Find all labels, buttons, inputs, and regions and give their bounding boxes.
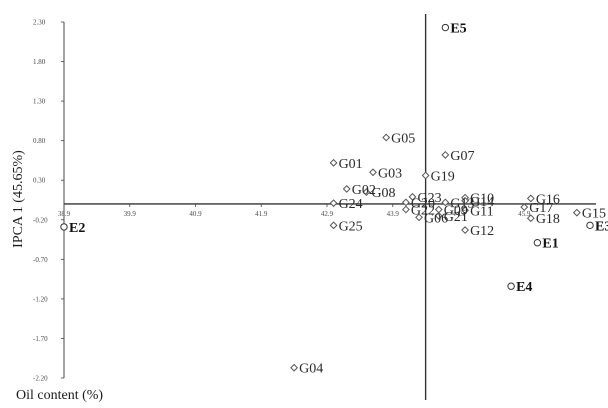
environment-label: E2 — [69, 221, 85, 236]
environment-point — [533, 239, 542, 247]
x-tick-label: 40.9 — [189, 210, 202, 218]
x-axis-title: Oil content (%) — [16, 388, 104, 403]
genotype-point — [329, 199, 338, 208]
environment-point — [586, 221, 594, 230]
genotype-label: G23 — [417, 191, 441, 206]
environment-label: E3 — [595, 219, 608, 234]
genotype-point — [362, 188, 371, 196]
genotype-label: G01 — [339, 157, 363, 172]
genotype-point — [382, 133, 391, 142]
x-tick-label: 42.9 — [321, 210, 334, 218]
genotype-label: G05 — [391, 132, 415, 147]
genotype-label: G13 — [450, 196, 474, 211]
environment-label: E4 — [516, 280, 532, 295]
genotype-point — [401, 198, 410, 207]
genotype-point — [526, 194, 535, 203]
y-tick-label: 1.80 — [33, 58, 46, 66]
genotype-point — [408, 192, 417, 201]
y-tick-label: 0.30 — [33, 177, 46, 185]
genotype-label: G06 — [424, 211, 448, 226]
genotype-point — [369, 168, 377, 177]
genotype-point — [441, 150, 450, 159]
y-tick-label: -0.20 — [33, 216, 48, 224]
x-tick-label: 38.9 — [58, 210, 71, 218]
genotype-point — [342, 185, 351, 193]
genotype-label: G04 — [299, 362, 323, 377]
genotype-label: G07 — [450, 149, 474, 164]
genotype-label: G02 — [352, 183, 376, 198]
genotype-label: G08 — [371, 186, 395, 201]
environment-point — [507, 282, 515, 290]
x-tick-label: 44.9 — [452, 210, 465, 218]
x-tick-label: 41.9 — [255, 210, 268, 218]
genotype-point — [329, 221, 338, 230]
genotype-label: G09 — [444, 203, 468, 218]
genotype-point — [434, 211, 443, 220]
genotype-point — [461, 196, 469, 205]
y-tick-label: 0.80 — [33, 137, 46, 145]
genotype-point — [290, 363, 299, 372]
genotype-point — [421, 171, 430, 180]
genotype-label: G15 — [582, 207, 606, 222]
genotype-label: G03 — [378, 166, 402, 181]
point-labels: G01G02G03G04G05G06G07G08G09G10G11G12G13G… — [69, 22, 608, 377]
genotype-label: G20 — [411, 196, 435, 211]
genotype-point — [526, 214, 535, 223]
genotype-label: G25 — [339, 219, 363, 234]
genotype-point — [461, 226, 469, 234]
genotype-label: G21 — [444, 210, 468, 225]
y-tick-label: 2.30 — [33, 19, 46, 27]
genotype-label: G22 — [411, 203, 435, 218]
genotype-label: G10 — [470, 192, 494, 207]
y-tick-label: 1.30 — [33, 98, 46, 106]
y-tick-label: -2.20 — [33, 375, 48, 383]
genotype-point — [329, 158, 338, 167]
y-tick-label: -0.70 — [33, 256, 48, 264]
y-tick-label: -1.70 — [33, 335, 48, 343]
genotype-label: G18 — [536, 212, 560, 227]
environment-point — [441, 23, 450, 32]
genotype-label: G12 — [470, 224, 494, 239]
genotype-point — [401, 205, 410, 214]
genotype-label: G17 — [529, 201, 553, 216]
genotype-point — [572, 208, 581, 217]
environment-label: E5 — [450, 22, 466, 37]
genotype-label: G14 — [470, 195, 494, 210]
y-axis-title: IPCA 1 (45.65%) — [11, 150, 26, 248]
x-tick-label: 39.9 — [124, 210, 137, 218]
marks — [60, 23, 594, 372]
axes: 2.30 1.80 1.30 0.80 0.30 -0.20 -0.70 -1.20 -1.70… — [33, 14, 596, 400]
genotype-label: G11 — [470, 204, 494, 219]
genotype-point — [441, 198, 450, 207]
environment-point — [60, 223, 68, 231]
environment-label: E1 — [542, 237, 558, 252]
genotype-point — [520, 203, 529, 212]
x-tick-label: 43.9 — [387, 210, 400, 218]
genotype-label: G16 — [536, 192, 560, 207]
genotype-point — [415, 213, 423, 222]
x-tick-label: 45.9 — [518, 210, 531, 218]
genotype-point — [461, 206, 469, 215]
genotype-label: G24 — [339, 197, 363, 212]
genotype-label: G19 — [431, 169, 455, 184]
y-tick-label: -1.20 — [33, 295, 48, 303]
